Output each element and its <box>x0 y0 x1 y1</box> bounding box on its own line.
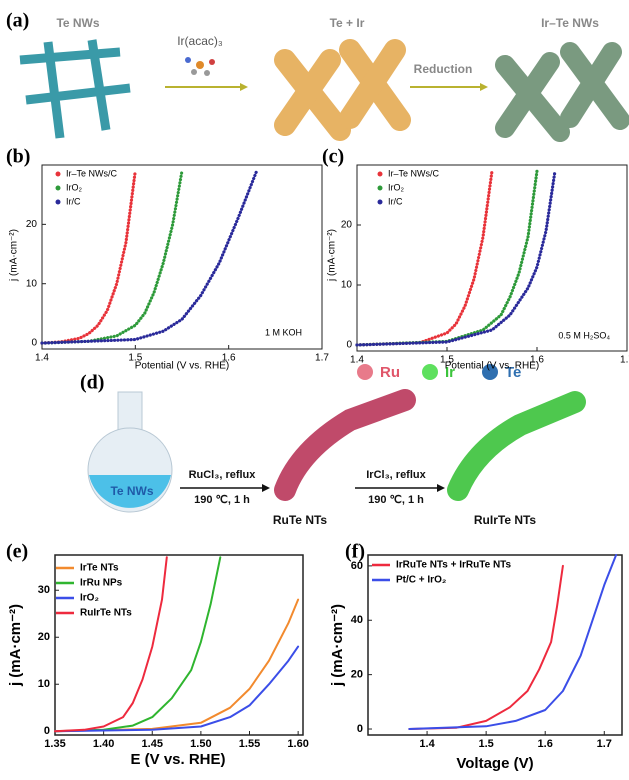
arrow-head <box>262 484 270 492</box>
x-tick-label: 1.50 <box>190 738 211 750</box>
x-tick-label: 1.45 <box>142 738 163 750</box>
x-tick-label: 1.7 <box>597 738 612 750</box>
legend-marker <box>56 186 61 191</box>
legend-marker <box>56 200 61 205</box>
data-line <box>55 647 298 732</box>
legend-label: IrO₂ <box>388 182 404 192</box>
legend-marker <box>56 172 61 177</box>
legend-label: IrRu NPs <box>80 578 123 589</box>
y-tick-label: 30 <box>38 584 50 596</box>
molecule <box>185 57 215 76</box>
arrow-head <box>480 83 488 91</box>
y-tick-label: 40 <box>351 614 363 626</box>
panel-label: (d) <box>80 372 104 394</box>
legend-marker <box>378 172 383 177</box>
y-tick-label: 0 <box>357 723 363 735</box>
y-tick-label: 20 <box>341 220 353 231</box>
y-tick-label: 20 <box>351 669 363 681</box>
panel-label: (b) <box>6 146 30 168</box>
legend-label: Pt/C + IrO₂ <box>396 575 446 586</box>
legend-label: Ir/C <box>66 196 81 206</box>
y-tick-label: 0 <box>31 338 37 349</box>
y-tick-label: 10 <box>341 280 353 291</box>
legend-label: Ru <box>380 364 400 381</box>
x-tick-label: 1.60 <box>287 738 308 750</box>
panel-label: (e) <box>6 541 28 563</box>
data-line <box>42 171 135 343</box>
legend-label: IrO₂ <box>80 593 99 604</box>
legend-label: IrRuTe NTs + IrRuTe NTs <box>396 560 512 571</box>
x-tick-label: 1.4 <box>419 738 435 750</box>
y-tick-label: 0 <box>44 725 50 737</box>
panel-label: (a) <box>6 10 29 32</box>
product: RuIrTe NTs <box>474 513 537 527</box>
y-axis-label: j (mA·cm⁻²) <box>9 229 20 282</box>
x-tick-label: 1.55 <box>239 738 260 750</box>
x-tick-label: 1.7 <box>620 355 629 366</box>
data-line <box>55 600 298 732</box>
y-tick-label: 20 <box>26 219 38 230</box>
figure: (a) Te NWs Ir(acac)₃ Te + Ir Reduction I… <box>0 0 629 775</box>
x-tick-label: 1.4 <box>35 353 49 364</box>
x-tick-label: 1.4 <box>350 355 364 366</box>
legend-label: Ir–Te NWs/C <box>388 168 440 178</box>
reagent: IrCl₃, reflux <box>366 469 426 481</box>
x-axis-label: E (V vs. RHE) <box>130 751 225 768</box>
arrow-head <box>437 484 445 492</box>
data-line <box>42 171 182 343</box>
panel-label: (c) <box>322 146 344 168</box>
legend-label: Ir/C <box>388 196 403 206</box>
data-line <box>357 171 492 345</box>
data-line <box>409 566 563 729</box>
reagent: RuCl₃, reflux <box>189 469 257 481</box>
x-tick-label: 1.35 <box>44 738 65 750</box>
y-tick-label: 0 <box>346 340 352 351</box>
plot-frame <box>42 165 322 349</box>
legend-label: IrO₂ <box>66 182 82 192</box>
y-axis-label: j (mA·cm⁻²) <box>329 604 346 687</box>
y-tick-label: 60 <box>351 560 363 572</box>
schematic-label: Te NWs <box>56 16 99 30</box>
nanotube <box>458 402 575 490</box>
x-tick-label: 1.6 <box>538 738 553 750</box>
product: RuTe NTs <box>273 513 328 527</box>
legend-label: IrTe NTs <box>80 563 119 574</box>
legend-label: RuIrTe NTs <box>80 608 132 619</box>
y-tick-label: 20 <box>38 631 50 643</box>
x-tick-label: 1.7 <box>315 353 329 364</box>
condition: 190 ℃, 1 h <box>368 494 424 506</box>
legend-label: Ir–Te NWs/C <box>66 168 118 178</box>
ir-te-wires <box>505 52 620 132</box>
schematic-label: Ir–Te NWs <box>541 16 599 30</box>
annotation: 1 M KOH <box>265 327 302 337</box>
condition: 190 ℃, 1 h <box>194 494 250 506</box>
x-axis-label: Voltage (V) <box>456 755 533 772</box>
coated-wires <box>285 50 400 130</box>
data-line <box>357 171 555 345</box>
y-tick-label: 10 <box>38 678 50 690</box>
nanowires <box>20 40 130 138</box>
x-axis-label: Potential (V vs. RHE) <box>445 361 539 372</box>
flask-label: Te NWs <box>110 484 153 498</box>
arrow-head <box>240 83 248 91</box>
y-tick-label: 10 <box>26 278 38 289</box>
y-axis-label: j (mA·cm⁻²) <box>327 229 338 282</box>
x-tick-label: 1.5 <box>478 738 493 750</box>
x-tick-label: 1.40 <box>93 738 114 750</box>
x-axis-label: Potential (V vs. RHE) <box>135 361 229 372</box>
schematic-label: Te + Ir <box>330 16 365 30</box>
annotation: 0.5 M H₂SO₄ <box>558 330 610 340</box>
arrow-label: Reduction <box>414 62 473 76</box>
y-axis-label: j (mA·cm⁻²) <box>7 604 24 687</box>
reagent: Ir(acac)₃ <box>177 34 223 48</box>
legend-marker <box>378 200 383 205</box>
legend-marker <box>378 186 383 191</box>
data-line <box>357 171 537 345</box>
